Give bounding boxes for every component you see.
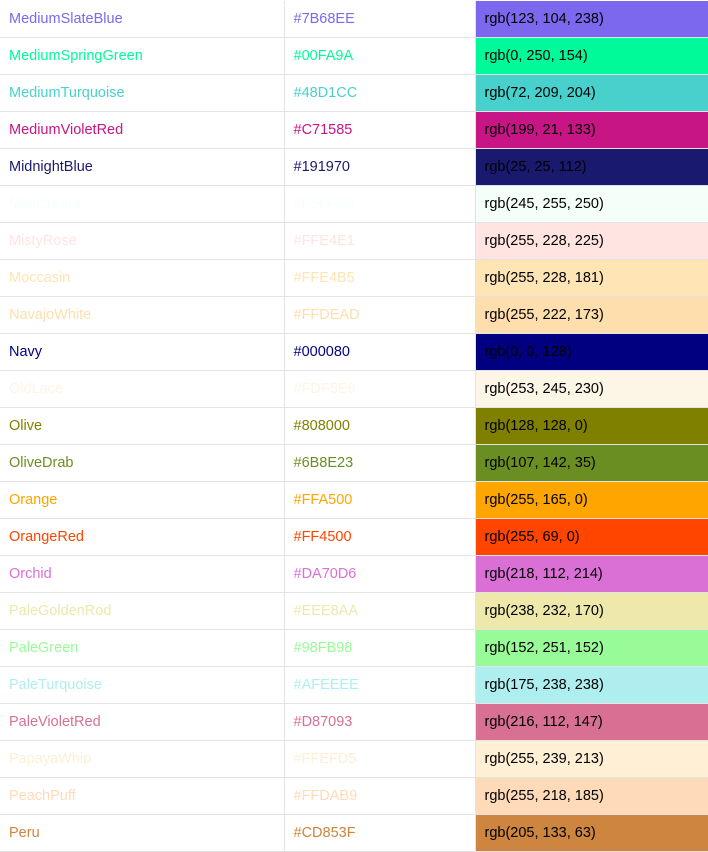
color-hex: #000080 — [284, 333, 476, 371]
color-swatch: rgb(25, 25, 112) — [475, 148, 708, 186]
color-swatch: rgb(255, 228, 225) — [475, 222, 708, 260]
color-swatch: rgb(255, 218, 185) — [475, 777, 708, 815]
color-swatch: rgb(238, 232, 170) — [475, 592, 708, 630]
color-row: OldLace #FDF5E6 rgb(253, 245, 230) — [0, 370, 708, 408]
color-swatch: rgb(72, 209, 204) — [475, 74, 708, 112]
color-swatch: rgb(199, 21, 133) — [475, 111, 708, 149]
color-hex: #C71585 — [284, 111, 476, 149]
color-name: Olive — [0, 407, 285, 445]
color-row: PaleTurquoise #AFEEEE rgb(175, 238, 238) — [0, 666, 708, 704]
color-hex: #FFA500 — [284, 481, 476, 519]
color-name: PaleVioletRed — [0, 703, 285, 741]
color-name: MediumVioletRed — [0, 111, 285, 149]
color-hex: #FDF5E6 — [284, 370, 476, 408]
color-name: PeachPuff — [0, 777, 285, 815]
color-hex: #6B8E23 — [284, 444, 476, 482]
color-name: PaleGreen — [0, 629, 285, 667]
color-hex: #F5FFFA — [284, 185, 476, 223]
color-row: PeachPuff #FFDAB9 rgb(255, 218, 185) — [0, 777, 708, 815]
color-name: Orchid — [0, 555, 285, 593]
color-swatch: rgb(216, 112, 147) — [475, 703, 708, 741]
color-row: Orchid #DA70D6 rgb(218, 112, 214) — [0, 555, 708, 593]
color-swatch: rgb(107, 142, 35) — [475, 444, 708, 482]
color-row: Peru #CD853F rgb(205, 133, 63) — [0, 814, 708, 852]
color-hex: #FF4500 — [284, 518, 476, 556]
color-name: PaleGoldenRod — [0, 592, 285, 630]
color-row: MediumSpringGreen #00FA9A rgb(0, 250, 154) — [0, 37, 708, 75]
color-hex: #00FA9A — [284, 37, 476, 75]
color-hex: #FFEFD5 — [284, 740, 476, 778]
color-row: MediumVioletRed #C71585 rgb(199, 21, 133) — [0, 111, 708, 149]
color-name: PapayaWhip — [0, 740, 285, 778]
color-hex: #AFEEEE — [284, 666, 476, 704]
color-name: NavajoWhite — [0, 296, 285, 334]
color-swatch: rgb(255, 165, 0) — [475, 481, 708, 519]
color-swatch: rgb(245, 255, 250) — [475, 185, 708, 223]
color-row: Moccasin #FFE4B5 rgb(255, 228, 181) — [0, 259, 708, 297]
color-swatch: rgb(255, 228, 181) — [475, 259, 708, 297]
color-name: MistyRose — [0, 222, 285, 260]
color-row: Navy #000080 rgb(0, 0, 128) — [0, 333, 708, 371]
color-name: OliveDrab — [0, 444, 285, 482]
color-row: MintCream #F5FFFA rgb(245, 255, 250) — [0, 185, 708, 223]
color-swatch: rgb(255, 69, 0) — [475, 518, 708, 556]
color-name: Moccasin — [0, 259, 285, 297]
color-swatch: rgb(218, 112, 214) — [475, 555, 708, 593]
color-swatch: rgb(255, 222, 173) — [475, 296, 708, 334]
color-hex: #98FB98 — [284, 629, 476, 667]
color-swatch: rgb(123, 104, 238) — [475, 1, 708, 38]
color-hex: #EEE8AA — [284, 592, 476, 630]
color-hex: #CD853F — [284, 814, 476, 852]
color-name: MediumTurquoise — [0, 74, 285, 112]
color-hex: #191970 — [284, 148, 476, 186]
color-hex: #D87093 — [284, 703, 476, 741]
color-name: MidnightBlue — [0, 148, 285, 186]
color-name: MediumSpringGreen — [0, 37, 285, 75]
color-hex: #FFE4B5 — [284, 259, 476, 297]
color-row: PaleVioletRed #D87093 rgb(216, 112, 147) — [0, 703, 708, 741]
color-row: MediumTurquoise #48D1CC rgb(72, 209, 204) — [0, 74, 708, 112]
color-swatch: rgb(0, 0, 128) — [475, 333, 708, 371]
color-row: MidnightBlue #191970 rgb(25, 25, 112) — [0, 148, 708, 186]
color-swatch: rgb(175, 238, 238) — [475, 666, 708, 704]
color-swatch: rgb(128, 128, 0) — [475, 407, 708, 445]
color-name: Peru — [0, 814, 285, 852]
color-hex: #808000 — [284, 407, 476, 445]
color-name: Navy — [0, 333, 285, 371]
color-swatch: rgb(255, 239, 213) — [475, 740, 708, 778]
color-row: Orange #FFA500 rgb(255, 165, 0) — [0, 481, 708, 519]
color-row: PapayaWhip #FFEFD5 rgb(255, 239, 213) — [0, 740, 708, 778]
color-name: OldLace — [0, 370, 285, 408]
color-name: Orange — [0, 481, 285, 519]
color-hex: #FFE4E1 — [284, 222, 476, 260]
color-row: Olive #808000 rgb(128, 128, 0) — [0, 407, 708, 445]
color-row: PaleGoldenRod #EEE8AA rgb(238, 232, 170) — [0, 592, 708, 630]
color-swatch: rgb(253, 245, 230) — [475, 370, 708, 408]
color-name: PaleTurquoise — [0, 666, 285, 704]
color-swatch: rgb(152, 251, 152) — [475, 629, 708, 667]
color-hex: #FFDAB9 — [284, 777, 476, 815]
color-row: OliveDrab #6B8E23 rgb(107, 142, 35) — [0, 444, 708, 482]
color-name: OrangeRed — [0, 518, 285, 556]
color-swatch: rgb(0, 250, 154) — [475, 37, 708, 75]
color-row: MistyRose #FFE4E1 rgb(255, 228, 225) — [0, 222, 708, 260]
color-name: MintCream — [0, 185, 285, 223]
color-hex: #FFDEAD — [284, 296, 476, 334]
color-hex: #7B68EE — [284, 1, 476, 38]
color-name: MediumSlateBlue — [0, 1, 285, 38]
color-hex: #DA70D6 — [284, 555, 476, 593]
color-hex: #48D1CC — [284, 74, 476, 112]
color-row: OrangeRed #FF4500 rgb(255, 69, 0) — [0, 518, 708, 556]
color-row: MediumSlateBlue #7B68EE rgb(123, 104, 238) — [0, 1, 708, 38]
color-row: PaleGreen #98FB98 rgb(152, 251, 152) — [0, 629, 708, 667]
color-row: NavajoWhite #FFDEAD rgb(255, 222, 173) — [0, 296, 708, 334]
color-swatch: rgb(205, 133, 63) — [475, 814, 708, 852]
